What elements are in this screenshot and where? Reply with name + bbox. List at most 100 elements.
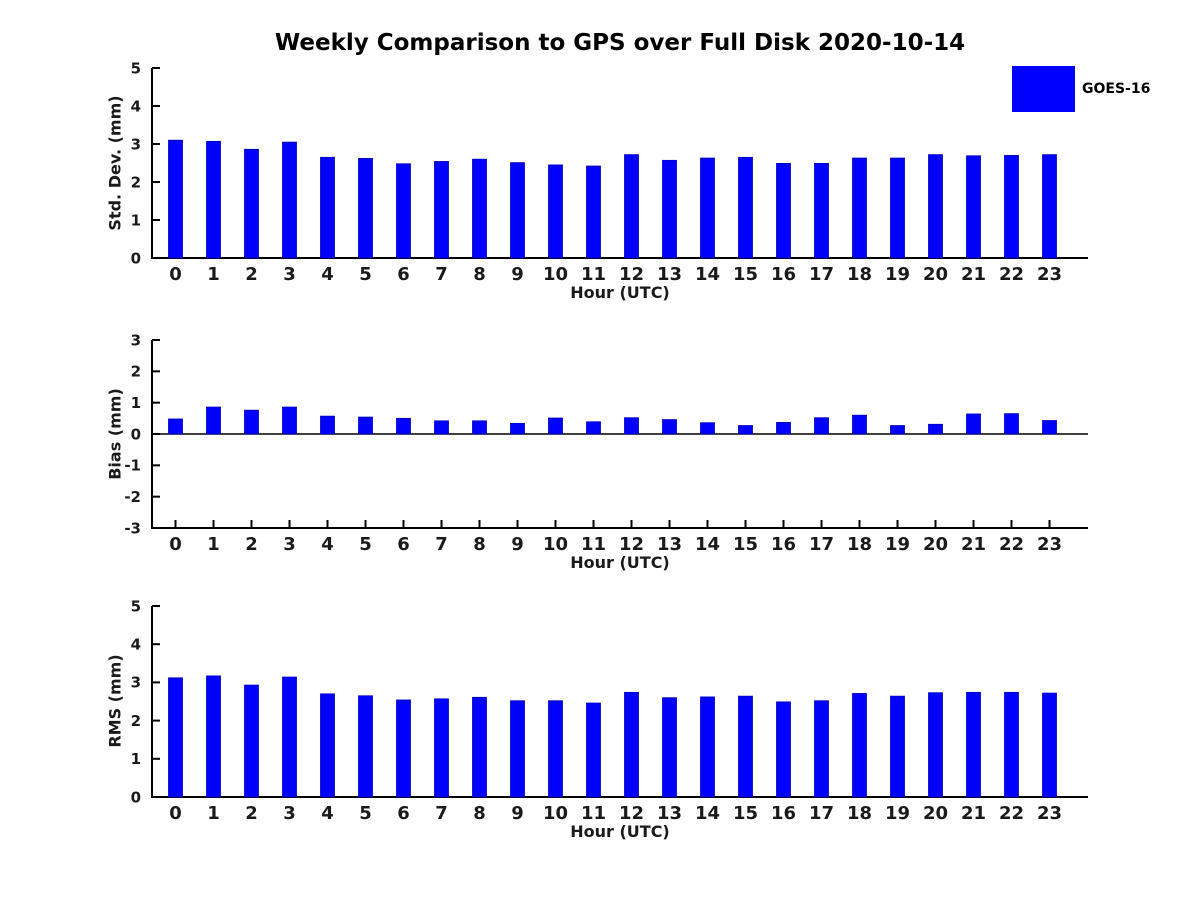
- x-tick-label: 9: [511, 803, 524, 824]
- bar-hour-8: [472, 158, 487, 259]
- bar-hour-2: [244, 684, 259, 798]
- bar-hour-12: [624, 417, 639, 435]
- bar-hour-11: [586, 165, 601, 259]
- x-tick-label: 7: [435, 534, 448, 555]
- bar-hour-1: [206, 140, 221, 259]
- bar-hour-17: [814, 162, 829, 259]
- x-tick-label: 22: [999, 534, 1024, 555]
- bar-hour-12: [624, 691, 639, 798]
- y-tick-label: -1: [124, 457, 141, 475]
- bar-hour-20: [928, 423, 943, 435]
- bar-hour-13: [662, 419, 677, 435]
- y-tick-label: -2: [124, 488, 141, 506]
- bar-hour-16: [776, 701, 791, 798]
- bar-hour-11: [586, 702, 601, 798]
- bar-hour-9: [510, 162, 525, 259]
- bar-hour-20: [928, 154, 943, 259]
- bar-hour-21: [966, 155, 981, 259]
- y-tick-label: 2: [131, 363, 141, 381]
- bar-hour-6: [396, 417, 411, 435]
- y-tick-label: 0: [131, 425, 141, 443]
- y-tick-label: -3: [124, 519, 141, 537]
- bar-hour-16: [776, 422, 791, 435]
- bar-hour-18: [852, 693, 867, 798]
- x-tick-label: 1: [207, 264, 220, 285]
- bar-hour-0: [168, 677, 183, 798]
- xlabel-bias: Hour (UTC): [570, 553, 670, 572]
- bar-hour-22: [1004, 691, 1019, 798]
- bar-hour-17: [814, 417, 829, 435]
- x-tick-label: 7: [435, 264, 448, 285]
- x-tick-label: 16: [771, 264, 796, 285]
- y-tick-label: 1: [131, 211, 141, 229]
- x-tick-label: 14: [695, 534, 720, 555]
- x-tick-label: 11: [581, 803, 606, 824]
- bar-hour-3: [282, 141, 297, 259]
- x-tick-label: 15: [733, 264, 758, 285]
- bar-hour-23: [1042, 692, 1057, 798]
- x-tick-label: 10: [543, 534, 568, 555]
- bar-hour-22: [1004, 413, 1019, 435]
- x-tick-label: 5: [359, 534, 372, 555]
- x-tick-label: 18: [847, 534, 872, 555]
- bar-hour-12: [624, 154, 639, 259]
- bar-hour-18: [852, 414, 867, 435]
- x-tick-label: 18: [847, 803, 872, 824]
- x-tick-label: 13: [657, 534, 682, 555]
- bar-hour-19: [890, 695, 905, 798]
- x-tick-label: 4: [321, 264, 334, 285]
- bar-hour-14: [700, 696, 715, 798]
- bar-hour-10: [548, 700, 563, 798]
- x-tick-label: 17: [809, 534, 834, 555]
- bar-hour-3: [282, 676, 297, 798]
- x-tick-label: 0: [169, 803, 182, 824]
- legend-swatch-goes16: [1012, 66, 1075, 112]
- x-tick-label: 22: [999, 264, 1024, 285]
- y-tick-label: 1: [131, 394, 141, 412]
- y-tick-label: 2: [131, 173, 141, 191]
- bar-hour-22: [1004, 155, 1019, 259]
- x-tick-label: 1: [207, 803, 220, 824]
- x-tick-label: 23: [1037, 534, 1062, 555]
- y-tick-label: 5: [131, 597, 141, 615]
- bar-hour-10: [548, 164, 563, 259]
- bar-hour-21: [966, 691, 981, 798]
- x-tick-label: 2: [245, 264, 258, 285]
- x-tick-label: 22: [999, 803, 1024, 824]
- y-tick-label: 5: [131, 59, 141, 77]
- x-tick-label: 5: [359, 803, 372, 824]
- x-tick-label: 4: [321, 534, 334, 555]
- x-tick-label: 7: [435, 803, 448, 824]
- x-tick-label: 21: [961, 264, 986, 285]
- y-tick-label: 4: [131, 635, 141, 653]
- bar-hour-7: [434, 420, 449, 435]
- x-tick-label: 12: [619, 803, 644, 824]
- bar-hour-23: [1042, 154, 1057, 259]
- bar-hour-8: [472, 696, 487, 798]
- bar-hour-13: [662, 697, 677, 798]
- y-tick-label: 1: [131, 750, 141, 768]
- x-tick-label: 11: [581, 534, 606, 555]
- legend-label: GOES-16: [1082, 81, 1151, 97]
- bar-hour-7: [434, 698, 449, 798]
- bar-hour-4: [320, 156, 335, 259]
- x-tick-label: 15: [733, 803, 758, 824]
- bar-hour-23: [1042, 420, 1057, 435]
- bar-hour-8: [472, 420, 487, 435]
- x-tick-label: 20: [923, 264, 948, 285]
- bar-hour-7: [434, 161, 449, 259]
- y-tick-label: 0: [131, 249, 141, 267]
- x-tick-label: 14: [695, 264, 720, 285]
- legend: GOES-16: [1012, 66, 1150, 112]
- x-tick-label: 23: [1037, 803, 1062, 824]
- x-tick-label: 20: [923, 534, 948, 555]
- bar-hour-10: [548, 417, 563, 435]
- xlabel-stddev: Hour (UTC): [570, 283, 670, 302]
- y-tick-label: 2: [131, 712, 141, 730]
- bar-hour-14: [700, 157, 715, 259]
- bar-hour-11: [586, 421, 601, 435]
- x-tick-label: 14: [695, 803, 720, 824]
